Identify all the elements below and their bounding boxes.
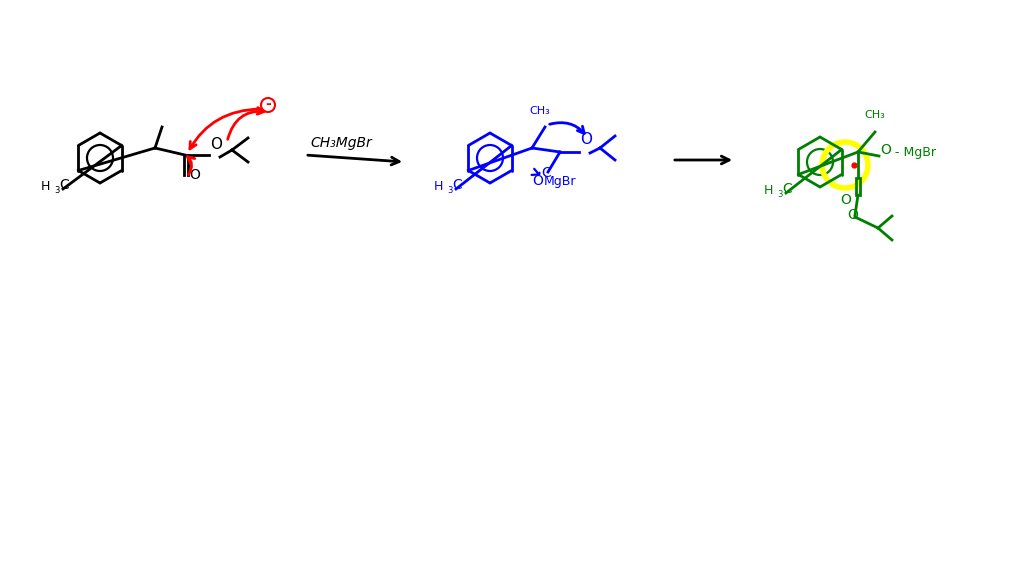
- Text: 3: 3: [54, 186, 59, 195]
- Text: H: H: [41, 180, 50, 193]
- Text: 3: 3: [777, 190, 782, 199]
- Text: H: H: [433, 180, 443, 193]
- Text: O: O: [189, 168, 200, 182]
- Text: O: O: [840, 193, 851, 207]
- Text: 3: 3: [447, 186, 453, 195]
- Text: -: -: [265, 97, 270, 111]
- Text: O: O: [210, 137, 222, 152]
- Text: CH₃MgBr: CH₃MgBr: [310, 136, 372, 150]
- Text: CH₃: CH₃: [864, 110, 885, 120]
- Text: O: O: [532, 174, 543, 188]
- Text: O: O: [847, 208, 858, 222]
- Text: C: C: [452, 178, 462, 192]
- Text: H: H: [764, 184, 773, 197]
- Text: - MgBr: - MgBr: [895, 146, 936, 159]
- Text: MgBr: MgBr: [544, 175, 577, 188]
- Text: CH₃: CH₃: [529, 106, 550, 116]
- Text: C: C: [59, 178, 69, 192]
- Text: C: C: [541, 166, 551, 180]
- Text: C: C: [782, 182, 792, 196]
- Text: O: O: [580, 132, 592, 147]
- Text: O: O: [880, 143, 891, 157]
